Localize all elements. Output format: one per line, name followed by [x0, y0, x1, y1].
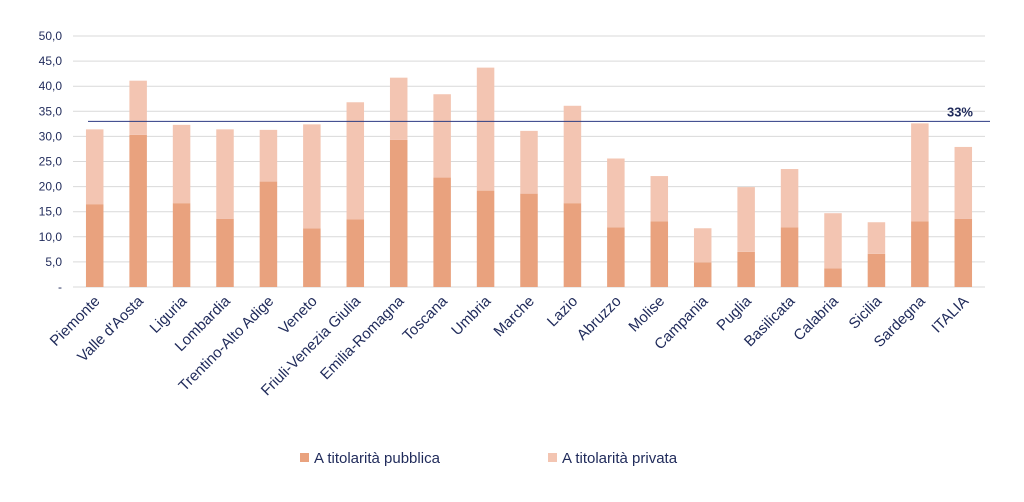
bar-pubblica	[346, 219, 365, 287]
bar-privata	[216, 129, 234, 219]
bar-privata	[346, 102, 365, 220]
bar-privata	[520, 130, 538, 194]
y-tick-label: 10,0	[39, 230, 63, 244]
bar-privata	[693, 228, 712, 263]
x-tick-label: Umbria	[448, 292, 495, 339]
x-tick-label: Sicilia	[846, 292, 886, 332]
x-tick-label: Molise	[625, 293, 668, 336]
bar-pubblica	[216, 218, 234, 287]
bar-privata	[259, 129, 278, 182]
bar-privata	[85, 129, 104, 205]
y-tick-label: 30,0	[39, 129, 63, 143]
y-tick-label: 35,0	[39, 104, 63, 118]
bar-pubblica	[476, 190, 495, 287]
x-tick-label: Abruzzo	[574, 293, 625, 344]
y-tick-label: 15,0	[39, 205, 63, 219]
bar-pubblica	[824, 268, 842, 287]
x-tick-label: Calabria	[790, 292, 842, 344]
bar-privata	[607, 158, 625, 228]
bar-pubblica	[389, 139, 408, 287]
y-tick-label: 50,0	[39, 29, 63, 43]
x-tick-label: Lazio	[544, 293, 581, 330]
bar-privata	[129, 80, 147, 135]
bar-pubblica	[520, 193, 538, 287]
legend-label: A titolarità privata	[562, 450, 678, 467]
bar-pubblica	[563, 203, 582, 287]
y-tick-label: 5,0	[45, 255, 62, 269]
bar-pubblica	[607, 227, 625, 287]
y-tick-label: 25,0	[39, 155, 63, 169]
x-tick-label: ITALIA	[928, 293, 972, 337]
bar-privata	[911, 123, 929, 222]
bar-privata	[172, 124, 191, 204]
y-tick-label: 40,0	[39, 79, 63, 93]
bar-pubblica	[867, 253, 886, 287]
legend: A titolarità pubblica A titolarità privat…	[300, 450, 678, 467]
bars	[85, 67, 973, 287]
bar-pubblica	[433, 177, 451, 287]
bar-privata	[954, 146, 973, 219]
bar-pubblica	[911, 221, 929, 287]
x-tick-label: Marche	[490, 293, 537, 340]
y-tick-label: 45,0	[39, 54, 63, 68]
bar-pubblica	[954, 218, 973, 287]
y-tick-label: 20,0	[39, 180, 63, 194]
bar-privata	[737, 187, 755, 252]
bar-pubblica	[85, 204, 104, 287]
bar-privata	[780, 169, 799, 228]
reference-line-group: 33%	[88, 104, 990, 122]
bar-pubblica	[650, 221, 669, 287]
bar-privata	[476, 67, 495, 191]
x-tick-label: Puglia	[713, 292, 755, 334]
bar-privata	[650, 176, 669, 222]
reference-line-label: 33%	[947, 104, 973, 119]
bar-pubblica	[737, 251, 755, 287]
bar-privata	[303, 124, 321, 229]
bar-pubblica	[780, 227, 799, 287]
bar-pubblica	[259, 181, 278, 287]
y-tick-label: -	[58, 280, 62, 294]
bar-privata	[433, 94, 451, 178]
bar-privata	[563, 105, 582, 204]
y-axis: - 5,0 10,0 15,0 20,0 25,0 30,0 35,0 40,0 45,0 50,0	[39, 29, 63, 294]
x-tick-label: Toscana	[399, 292, 451, 344]
bar-privata	[867, 222, 886, 254]
bar-pubblica	[172, 203, 191, 287]
legend-swatch	[300, 453, 309, 462]
bar-pubblica	[129, 134, 147, 287]
bar-privata	[389, 77, 408, 140]
bar-privata	[824, 213, 842, 269]
bar-pubblica	[303, 228, 321, 287]
legend-swatch	[548, 453, 557, 462]
bar-pubblica	[693, 262, 712, 287]
legend-label: A titolarità pubblica	[314, 450, 441, 467]
